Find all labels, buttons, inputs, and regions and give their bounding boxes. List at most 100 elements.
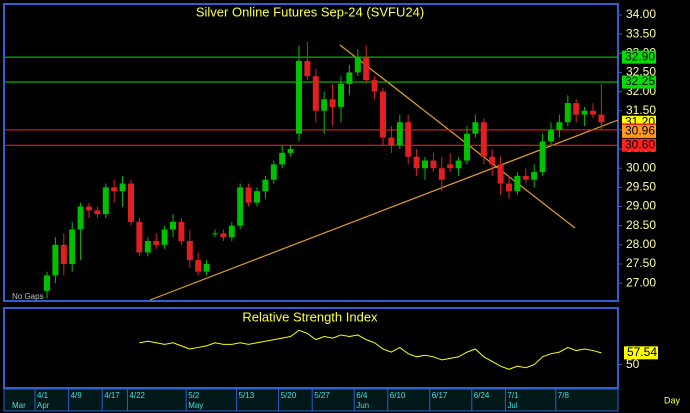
candle-body (405, 122, 412, 157)
candle-body (472, 122, 479, 134)
x-tick-label: 5/2 (188, 391, 200, 400)
candle-body (590, 110, 596, 115)
level-label: 32.25 (625, 74, 655, 88)
chart-title: Silver Online Futures Sep-24 (SVFU24) (196, 4, 424, 19)
candle-body (237, 187, 244, 226)
x-tick-label: 6/24 (474, 391, 490, 400)
level-label: 32.90 (625, 49, 655, 63)
candle-body (86, 206, 92, 211)
candle-body (245, 187, 252, 203)
y-tick-label: 33.50 (626, 26, 656, 40)
candle-body (438, 168, 445, 180)
candle-body (464, 133, 470, 161)
candle-body (60, 244, 67, 264)
rsi-last-label: 57.54 (627, 345, 657, 359)
candle-body (44, 275, 50, 291)
candle-body (262, 179, 269, 192)
candle-body (497, 164, 504, 184)
level-label: 30.60 (625, 137, 655, 151)
candle-body (94, 210, 101, 215)
y-tick-label: 29.00 (626, 199, 656, 213)
y-tick-label: 32.50 (626, 65, 656, 79)
month-label: Jul (507, 401, 517, 410)
level-box (622, 138, 656, 152)
candle-body (522, 175, 529, 180)
candle-body (573, 103, 580, 115)
candle-body (564, 103, 571, 123)
date-axis (3, 388, 619, 412)
candle-body (354, 57, 361, 73)
candle-body (321, 99, 328, 111)
candle-body (548, 129, 554, 142)
candle-body (363, 57, 370, 81)
candle-body (178, 221, 185, 241)
candle-body (270, 164, 277, 180)
x-tick-label: 5/20 (281, 391, 297, 400)
x-tick-label: 5/27 (314, 391, 330, 400)
y-tick-label: 28.00 (626, 237, 656, 251)
x-tick-label: 4/9 (71, 391, 83, 400)
x-tick-label: 6/4 (356, 391, 368, 400)
candle-body (506, 183, 512, 192)
candle-body (388, 137, 395, 146)
candle-body (531, 172, 538, 180)
y-tick-label: 29.50 (626, 180, 656, 194)
y-tick-label: 27.00 (626, 275, 656, 289)
x-tick-label: 7/8 (558, 391, 570, 400)
candle-body (161, 229, 168, 245)
candle-body (254, 191, 260, 203)
note: No Gaps (12, 292, 44, 301)
candle-body (581, 110, 588, 115)
candle-body (128, 183, 134, 222)
candle-body (195, 260, 202, 272)
y-tick-label: 30.00 (626, 160, 656, 174)
candle-body (144, 241, 151, 253)
candle-body (346, 72, 353, 84)
candle-body (480, 122, 487, 157)
candle-body (312, 76, 319, 111)
month-label: Mar (12, 401, 26, 410)
month-label: May (188, 401, 203, 410)
rsi-tick-label: 50 (626, 357, 640, 371)
y-tick-label: 27.50 (626, 256, 656, 270)
candle-body (430, 160, 437, 169)
x-tick-label: 4/1 (37, 391, 49, 400)
rsi-line (139, 329, 602, 370)
y-tick-label: 28.50 (626, 218, 656, 232)
candle-body (422, 160, 428, 169)
rsi-title: Relative Strength Index (242, 309, 378, 324)
level-box (622, 50, 656, 64)
candle-body (598, 114, 605, 123)
candle-body (170, 221, 176, 230)
candle-body (153, 241, 160, 245)
level-box (622, 124, 656, 138)
candle-body (212, 233, 218, 235)
candle-body (556, 122, 563, 130)
candle-body (455, 160, 462, 169)
x-tick-label: 5/13 (239, 391, 255, 400)
candle-body (102, 187, 109, 215)
candle-body (413, 156, 420, 169)
rsi-last-box (624, 346, 658, 360)
candle-body (52, 244, 59, 276)
candle-body (539, 141, 546, 173)
candle-body (489, 156, 496, 165)
candle-body (304, 60, 311, 77)
candle-body (77, 206, 84, 230)
candle-body (279, 152, 286, 165)
candle-body (228, 225, 235, 238)
x-tick-label: 4/22 (129, 391, 145, 400)
candle-body (220, 233, 227, 238)
candle-body (371, 80, 378, 92)
candle-body (447, 164, 454, 169)
candle-body (514, 175, 521, 192)
x-tick-label: 7/1 (507, 391, 519, 400)
x-tick-label: 6/17 (432, 391, 448, 400)
candle-body (69, 229, 76, 264)
rsi-panel (3, 307, 619, 389)
candle-body (186, 241, 193, 261)
candle-body (119, 183, 126, 192)
month-label: Apr (37, 401, 50, 410)
candle-body (203, 263, 210, 272)
